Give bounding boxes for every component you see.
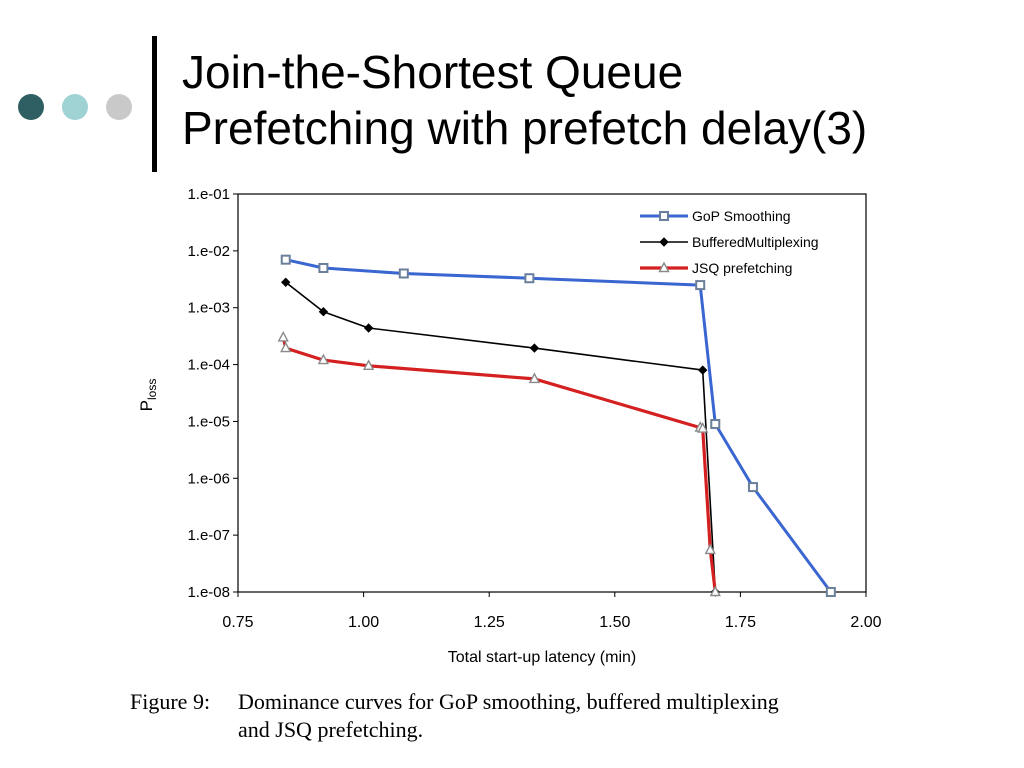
data-point-square	[710, 419, 721, 430]
data-point-triangle	[317, 353, 330, 365]
data-point-diamond	[698, 365, 708, 375]
data-point-square	[280, 254, 291, 265]
y-tick-label: 1.e-07	[187, 527, 230, 544]
data-point-diamond	[363, 323, 374, 333]
y-tick-label: 1.e-05	[187, 413, 230, 430]
data-point-square	[398, 268, 409, 279]
data-point-triangle	[704, 543, 716, 555]
y-tick-label: 1.e-06	[187, 470, 230, 487]
data-point-triangle	[697, 422, 709, 433]
series-line-triangle	[281, 337, 717, 593]
slide-title-line1: Join-the-Shortest Queue	[182, 46, 684, 98]
y-tick-label: 1.e-08	[187, 584, 230, 601]
data-point-triangle	[362, 359, 375, 371]
slide-title: Join-the-Shortest Queue Prefetching with…	[182, 44, 1012, 156]
data-point-triangle	[709, 585, 721, 597]
caption-line1: Dominance curves for GoP smoothing, buff…	[238, 689, 779, 714]
data-point-triangle	[277, 330, 289, 342]
bullet-dot-dark	[18, 94, 44, 120]
data-point-triangle	[528, 372, 541, 384]
series-line-diamond	[285, 281, 717, 593]
plot-frame	[237, 193, 867, 593]
legend-marker-diamond	[659, 237, 669, 247]
y-tick-label: 1.e-01	[187, 186, 230, 203]
data-point-triangle	[280, 341, 292, 353]
data-point-diamond	[318, 307, 329, 317]
figure-caption: Figure 9: Dominance curves for GoP smooth…	[130, 688, 1010, 744]
y-tick-label: 1.e-03	[187, 300, 230, 317]
x-tick-label: 1.50	[599, 614, 630, 631]
legend-label: BufferedMultiplexing	[692, 234, 819, 250]
data-point-square	[695, 280, 706, 291]
y-tick-label: 1.e-02	[187, 243, 230, 260]
data-point-square	[318, 262, 329, 273]
slide-title-line2: Prefetching with prefetch delay(3)	[182, 102, 868, 154]
bullet-dot-teal	[62, 94, 88, 120]
data-point-square	[825, 587, 836, 597]
slide-bullet-dots	[18, 94, 138, 120]
bullet-dot-gray	[106, 94, 132, 120]
x-axis-label: Total start-up latency (min)	[448, 649, 637, 666]
legend-marker-square	[659, 211, 669, 221]
x-tick-label: 2.00	[850, 614, 881, 631]
data-point-diamond	[281, 277, 291, 287]
data-point-diamond	[529, 343, 540, 353]
x-tick-label: 1.25	[474, 614, 505, 631]
legend-label: GoP Smoothing	[692, 208, 791, 224]
x-tick-label: 1.00	[348, 614, 379, 631]
x-tick-label: 0.75	[222, 614, 253, 631]
legend-marker-triangle	[658, 261, 670, 273]
title-divider	[152, 36, 157, 172]
series-line-square	[285, 258, 833, 593]
caption-label: Figure 9:	[130, 689, 211, 714]
x-tick-label: 1.75	[725, 614, 756, 631]
y-tick-label: 1.e-04	[187, 357, 230, 374]
legend-label: JSQ prefetching	[692, 260, 792, 276]
data-point-square	[747, 482, 758, 493]
data-point-square	[524, 273, 535, 284]
caption-line2: and JSQ prefetching.	[238, 717, 424, 742]
y-axis-label: Ploss	[137, 379, 159, 412]
